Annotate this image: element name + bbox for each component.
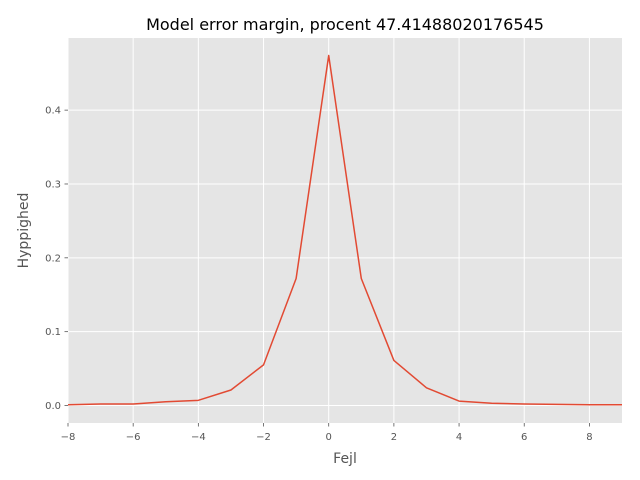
y-tick-label: 0.4 [45,106,61,117]
x-tick-label: −4 [191,432,206,443]
x-tick-label: 8 [586,432,592,443]
x-tick-label: 4 [456,432,462,443]
x-tick-label: −2 [256,432,271,443]
y-tick-label: 0.3 [45,179,61,190]
y-tick-label: 0.2 [45,253,61,264]
chart-title: Model error margin, procent 47.414880201… [146,15,544,34]
x-tick-label: 2 [391,432,397,443]
grid [67,38,622,423]
x-axis-label: Fejl [333,451,357,467]
x-tick-label: 0 [326,432,332,443]
series-line [67,54,622,406]
y-axis: 0.0 0.1 0.2 0.3 0.4 [45,106,68,412]
x-axis: −8 −6 −4 −2 0 2 4 6 8 [61,423,593,443]
y-tick-label: 0.1 [45,327,61,338]
plot-background [68,38,622,423]
series-layer [67,54,622,406]
x-tick-label: −8 [61,432,76,443]
y-tick-label: 0.0 [45,401,61,412]
y-axis-label: Hyppighed [16,193,32,269]
x-tick-label: 6 [521,432,527,443]
x-tick-label: −6 [126,432,141,443]
